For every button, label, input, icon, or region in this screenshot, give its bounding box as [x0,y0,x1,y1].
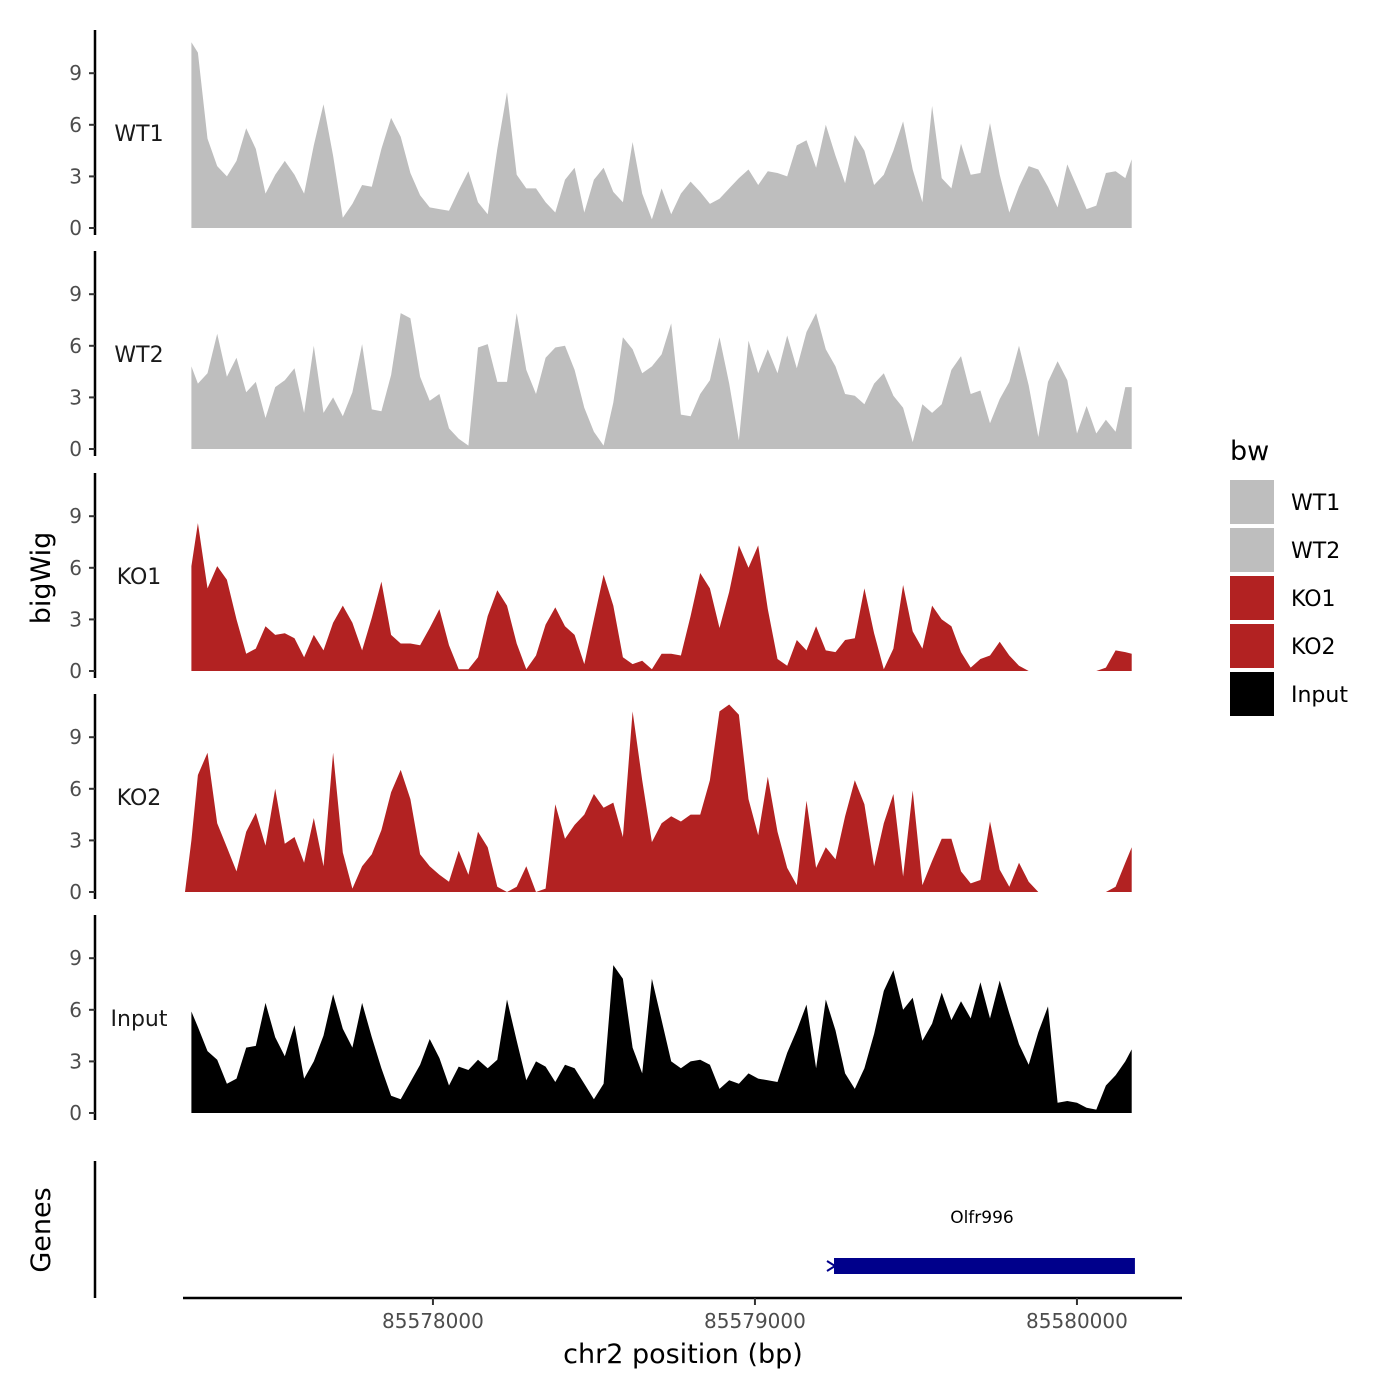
y-tick-label: 0 [69,437,82,461]
track-label-ko1: KO1 [117,565,162,590]
legend-swatch [1230,576,1274,620]
legend-label: KO2 [1291,635,1336,660]
track-label-wt1: WT1 [114,122,163,147]
area-wt2 [191,313,1132,449]
track-input: 0 3 6 9 Input [69,915,1132,1125]
tracks: 0 3 6 9 WT1 0 3 6 9 WT2 0 3 6 9 KO1 0 3 6 9 KO2 0 3 6 9 Input [69,30,1132,1125]
legend: WT1 WT2 KO1 KO2 Input [1230,480,1348,716]
x-axis-title: chr2 position (bp) [563,1339,803,1370]
y-tick-label: 6 [69,998,82,1022]
y-tick-label: 3 [69,385,82,409]
gene-track: Olfr996 [93,1161,1135,1298]
track-ko1: 0 3 6 9 KO1 [69,473,1132,683]
y-axis-title: bigWig [26,532,57,625]
track-wt1: 0 3 6 9 WT1 [69,30,1132,240]
gene-body [834,1258,1135,1274]
track-ko2: 0 3 6 9 KO2 [69,694,1132,904]
y-tick-label: 9 [69,504,82,528]
track-wt2: 0 3 6 9 WT2 [69,251,1132,461]
x-tick-label: 85580000 [1026,1309,1128,1333]
legend-title: bw [1230,436,1269,467]
legend-swatch [1230,624,1274,668]
y-tick-label: 0 [69,1101,82,1125]
y-tick-label: 6 [69,334,82,358]
area-ko1 [191,523,1132,671]
legend-label: Input [1291,683,1348,708]
area-ko2 [185,704,1132,892]
gene-strand-arrow [826,1260,837,1272]
legend-label: KO1 [1291,587,1336,612]
track-label-wt2: WT2 [114,343,163,368]
y-tick-label: 9 [69,61,82,85]
legend-item-wt1: WT1 [1230,480,1340,524]
y-tick-label: 9 [69,946,82,970]
legend-label: WT1 [1291,491,1340,516]
y-tick-label: 3 [69,1049,82,1073]
y-tick-label: 3 [69,828,82,852]
gene-label: Olfr996 [950,1208,1014,1228]
area-input [191,965,1132,1113]
y-tick-label: 3 [69,607,82,631]
y-tick-label: 6 [69,556,82,580]
track-label-input: Input [111,1007,168,1032]
legend-swatch [1230,672,1274,716]
legend-swatch [1230,528,1274,572]
y-tick-label: 0 [69,659,82,683]
y-tick-label: 0 [69,880,82,904]
legend-swatch [1230,480,1274,524]
y-tick-label: 9 [69,725,82,749]
y-tick-label: 3 [69,164,82,188]
y-tick-label: 6 [69,777,82,801]
genes-track-title: Genes [26,1187,57,1272]
legend-item-ko1: KO1 [1230,576,1336,620]
area-wt1 [191,42,1132,229]
track-label-ko2: KO2 [117,786,162,811]
x-tick-label: 85579000 [704,1309,806,1333]
gene-olfr996: Olfr996 [826,1208,1135,1274]
y-tick-label: 6 [69,113,82,137]
x-axis: 85578000 85579000 85580000 [183,1296,1182,1333]
y-tick-label: 0 [69,216,82,240]
y-tick-label: 9 [69,282,82,306]
legend-item-ko2: KO2 [1230,624,1336,668]
legend-item-wt2: WT2 [1230,528,1340,572]
legend-label: WT2 [1291,539,1340,564]
legend-item-input: Input [1230,672,1348,716]
x-tick-label: 85578000 [382,1309,484,1333]
